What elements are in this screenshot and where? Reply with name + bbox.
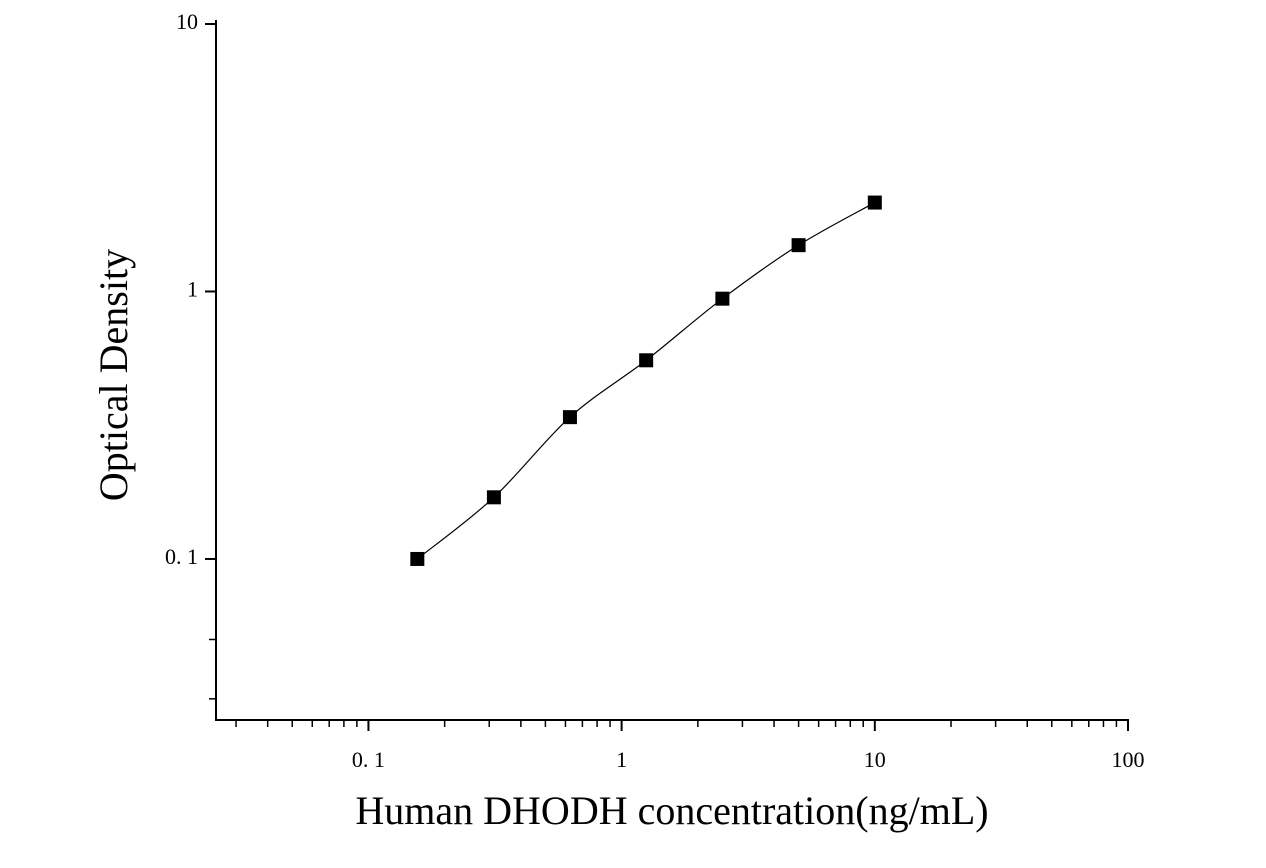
y-tick-label: 10	[176, 9, 198, 34]
data-point	[715, 291, 730, 306]
y-tick-label: 0. 1	[165, 544, 198, 569]
x-tick-label: 0. 1	[352, 747, 385, 772]
x-tick-label: 10	[864, 747, 886, 772]
x-tick-label: 1	[616, 747, 627, 772]
data-point	[562, 410, 577, 425]
data-point	[867, 195, 882, 210]
data-point	[791, 238, 806, 253]
y-tick-label: 1	[187, 277, 198, 302]
y-axis-title: Optical Density	[91, 249, 136, 501]
x-tick-label: 100	[1112, 747, 1145, 772]
data-point	[410, 551, 425, 566]
data-point	[486, 490, 501, 505]
x-axis-title: Human DHODH concentration(ng/mL)	[355, 788, 988, 833]
data-point	[639, 353, 654, 368]
